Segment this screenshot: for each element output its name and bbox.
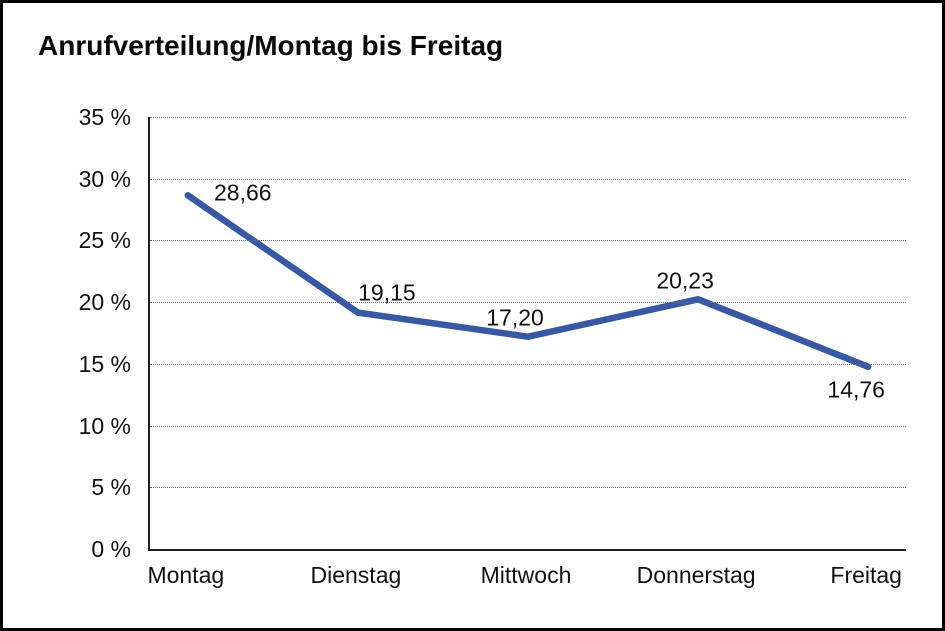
series-polyline — [184, 192, 872, 371]
gridline — [150, 302, 906, 304]
x-axis-category-label: Donnerstag — [636, 562, 756, 588]
line-series — [184, 192, 872, 371]
x-axis-category-label: Freitag — [830, 562, 902, 588]
gridline — [150, 487, 906, 489]
data-point-label: 19,15 — [358, 279, 416, 306]
data-point-label: 28,66 — [214, 179, 272, 206]
gridline — [150, 240, 906, 242]
y-axis-tick-label: 30 % — [78, 165, 131, 192]
y-axis-tick-label: 10 % — [78, 412, 131, 439]
y-axis-tick-label: 0 % — [91, 536, 131, 562]
x-axis-category-label: Dienstag — [310, 562, 402, 588]
data-point-label: 14,76 — [827, 376, 885, 403]
data-point-label: 20,23 — [656, 267, 714, 294]
gridline — [150, 178, 906, 180]
gridline — [150, 425, 906, 427]
y-axis-tick-label: 35 % — [78, 104, 131, 130]
data-point-label: 17,20 — [486, 304, 544, 331]
y-axis-tick-label: 20 % — [78, 289, 131, 316]
y-axis-tick-label: 5 % — [91, 474, 131, 501]
x-axis-category-label: Montag — [147, 562, 225, 588]
x-axis-category-label: Mittwoch — [480, 562, 572, 588]
y-axis-tick-label: 15 % — [78, 350, 131, 377]
gridline — [150, 117, 906, 118]
y-axis-tick-label: 25 % — [78, 227, 131, 254]
gridline — [150, 363, 906, 365]
plot-area: 28,66 19,15 17,20 20,23 14,76 — [148, 117, 906, 551]
chart-title: Anrufverteilung/Montag bis Freitag — [38, 30, 504, 61]
